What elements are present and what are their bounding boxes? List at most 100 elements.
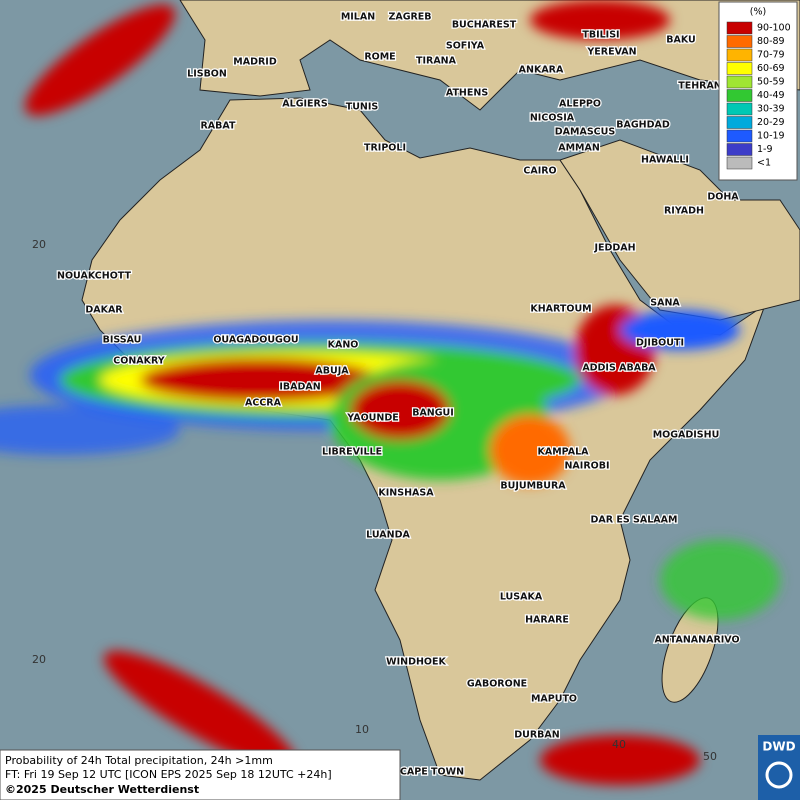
legend-title: (%)	[750, 7, 766, 18]
city-label: NOUAKCHOTT	[57, 271, 131, 282]
city-label: MADRID	[233, 57, 277, 68]
legend-label: 20-29	[757, 117, 785, 128]
city-label: SANA	[650, 298, 680, 309]
precipitation	[0, 0, 780, 785]
city-label: KANO	[328, 340, 359, 351]
city-label: LUSAKA	[500, 592, 543, 603]
city-label: NICOSIA	[530, 113, 575, 124]
city-label: HAWALLI	[641, 155, 689, 166]
city-label: ATHENS	[446, 88, 488, 99]
city-label: ROME	[364, 52, 395, 63]
legend-label: 1-9	[757, 144, 773, 155]
city-label: HARARE	[525, 615, 569, 626]
footer-box	[0, 749, 401, 800]
city-label: OUAGADOUGOU	[213, 335, 298, 346]
city-label: ALEPPO	[559, 99, 601, 110]
legend-swatch	[726, 89, 753, 102]
legend-swatch	[726, 102, 753, 116]
legend-swatch	[726, 21, 753, 35]
city-label: CAIRO	[523, 166, 556, 177]
city-label: NAIROBI	[564, 461, 609, 472]
city-label: LUANDA	[366, 530, 410, 541]
city-label: TBILISI	[582, 30, 619, 41]
city-label: RIYADH	[664, 206, 704, 217]
logo-swirl	[765, 761, 793, 789]
grid-label: 40	[612, 738, 626, 751]
city-label: KHARTOUM	[530, 304, 591, 315]
city-label: ADDIS ABABA	[582, 363, 656, 374]
logo-text: DWD	[762, 740, 795, 754]
city-label: GABORONE	[467, 679, 527, 690]
city-label: LISBON	[187, 69, 227, 80]
city-label: TEHRAN	[678, 81, 722, 92]
city-label: YEREVAN	[586, 47, 636, 58]
city-label: DURBAN	[514, 730, 560, 741]
city-label: ACCRA	[245, 398, 282, 409]
legend-label: 70-79	[757, 50, 785, 61]
grid-labels: 20 20 10 40 50	[32, 238, 717, 763]
footer-line: Probability of 24h Total precipitation, …	[5, 754, 273, 767]
legend-swatch	[726, 143, 753, 156]
city-label: KAMPALA	[537, 447, 589, 458]
logo: DWD	[758, 735, 800, 800]
city-label: BISSAU	[103, 335, 142, 346]
legend: (%) 90-100 80-89 70-79 60-69 50-59 40-49 30-39…	[718, 1, 798, 181]
grid-label: 50	[703, 750, 717, 763]
city-label: KINSHASA	[378, 488, 434, 499]
city-label: YAOUNDE	[346, 413, 398, 424]
legend-swatch	[726, 116, 753, 129]
footer-line: ©2025 Deutscher Wetterdienst	[5, 783, 199, 796]
legend-swatch	[726, 129, 753, 143]
grid-label: 10	[355, 723, 369, 736]
city-label: ANKARA	[519, 65, 564, 76]
city-label: BUCHAREST	[452, 20, 517, 31]
city-label: BAKU	[666, 35, 696, 46]
city-label: MAPUTO	[531, 694, 577, 705]
city-label: ABUJA	[315, 366, 349, 377]
city-label: AMMAN	[558, 143, 600, 154]
grid-label: 20	[32, 238, 46, 251]
legend-label: 40-49	[757, 90, 785, 101]
city-label: DAMASCUS	[555, 127, 616, 138]
legend-label: 60-69	[757, 63, 785, 74]
city-label: IBADAN	[279, 382, 320, 393]
city-label: CONAKRY	[113, 356, 165, 367]
city-label: TRIPOLI	[364, 143, 406, 154]
city-label: RABAT	[200, 121, 236, 132]
legend-swatch	[726, 48, 753, 62]
legend-swatch	[726, 62, 753, 75]
legend-swatch	[726, 75, 753, 89]
legend-swatch	[726, 156, 753, 170]
city-label: TIRANA	[416, 56, 457, 67]
city-label: BANGUI	[412, 408, 454, 419]
city-label: SOFIYA	[446, 41, 485, 52]
legend-label: 50-59	[757, 77, 785, 88]
legend-swatch	[726, 35, 753, 48]
logo-box	[758, 735, 800, 800]
legend-label: 10-19	[757, 131, 785, 142]
city-label: DAKAR	[85, 305, 123, 316]
grid-label: 20	[32, 653, 46, 666]
city-label: CAPE TOWN	[400, 767, 464, 778]
city-label: TUNIS	[346, 102, 379, 113]
legend-label: 90-100	[757, 23, 791, 34]
city-label: JEDDAH	[593, 243, 635, 254]
city-label: MILAN	[341, 12, 375, 23]
city-labels: MILAN ZAGREB BUCHAREST TBILISI BAKU YEREVAN MA…	[56, 10, 741, 778]
city-label: DOHA	[707, 192, 739, 203]
legend-label: <1	[757, 158, 771, 169]
city-label: BUJUMBURA	[500, 481, 566, 492]
city-label: ANTANANARIVO	[654, 635, 739, 646]
legend-label: 80-89	[757, 36, 785, 47]
footer: Probability of 24h Total precipitation, …	[0, 749, 401, 800]
city-label: BAGHDAD	[616, 120, 670, 131]
legend-label: 30-39	[757, 104, 785, 115]
city-label: ZAGREB	[388, 12, 431, 23]
footer-line: FT: Fri 19 Sep 12 UTC [ICON EPS 2025 Sep…	[5, 768, 332, 781]
city-label: DJIBOUTI	[636, 338, 684, 349]
city-label: ALGIERS	[282, 99, 328, 110]
city-label: MOGADISHU	[653, 430, 720, 441]
city-label: WINDHOEK	[386, 657, 446, 668]
city-label: DAR ES SALAAM	[591, 515, 678, 526]
